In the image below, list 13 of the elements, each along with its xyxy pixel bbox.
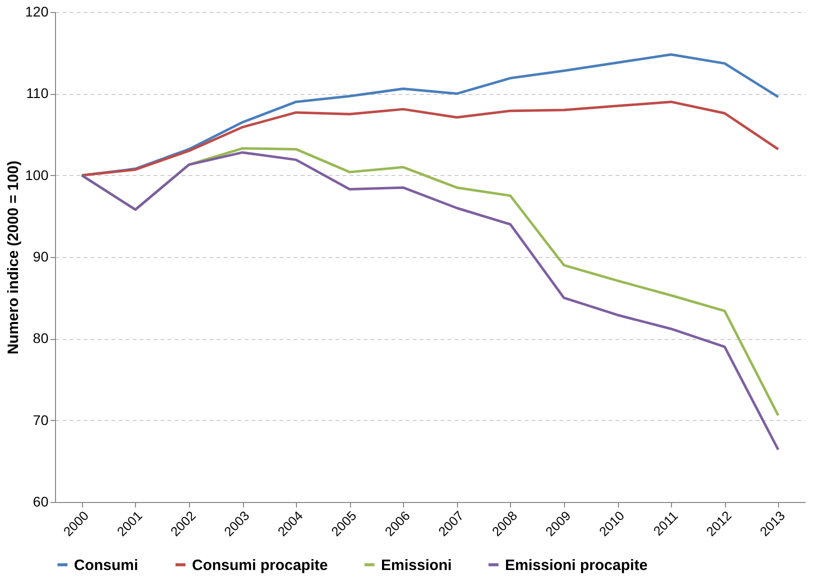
y-tick-label: 60 [32, 494, 49, 510]
y-tick-label: 120 [25, 4, 49, 20]
y-tick-label: 100 [25, 166, 49, 183]
legend-label: Emissioni procapite [505, 556, 648, 574]
y-tick-label: 70 [32, 412, 49, 428]
legend-label: Consumi [74, 556, 138, 574]
y-tick-label: 110 [26, 85, 49, 102]
y-axis-title: Numero indice (2000 = 100) [5, 160, 22, 354]
y-tick-label: 80 [32, 330, 49, 346]
legend-label: Consumi procapite [192, 556, 328, 574]
y-tick-label: 90 [32, 248, 49, 264]
line-series [80, 100, 780, 177]
legend-label: Emissioni [381, 556, 452, 574]
